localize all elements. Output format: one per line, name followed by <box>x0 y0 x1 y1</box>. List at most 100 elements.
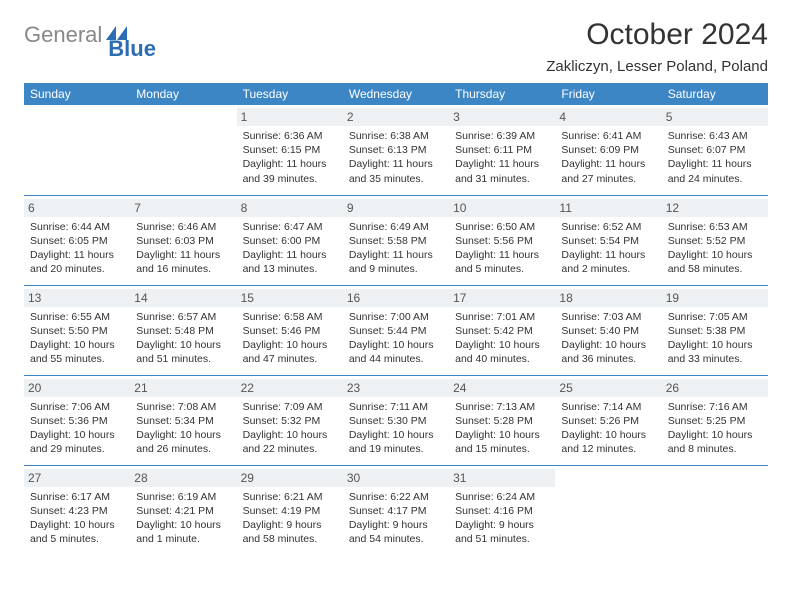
calendar-week-row: 20Sunrise: 7:06 AMSunset: 5:36 PMDayligh… <box>24 375 768 465</box>
daylight-line: Daylight: 11 hours and 9 minutes. <box>349 248 443 276</box>
sunset-line: Sunset: 4:19 PM <box>243 504 337 518</box>
sunset-line: Sunset: 5:58 PM <box>349 234 443 248</box>
sunset-line: Sunset: 6:05 PM <box>30 234 124 248</box>
sunrise-line: Sunrise: 7:13 AM <box>455 400 549 414</box>
calendar-cell: 28Sunrise: 6:19 AMSunset: 4:21 PMDayligh… <box>130 465 236 555</box>
day-number: 28 <box>130 469 236 487</box>
sunrise-line: Sunrise: 6:36 AM <box>243 129 337 143</box>
sunset-line: Sunset: 5:44 PM <box>349 324 443 338</box>
daylight-line: Daylight: 11 hours and 20 minutes. <box>30 248 124 276</box>
sunrise-line: Sunrise: 6:17 AM <box>30 490 124 504</box>
sunrise-line: Sunrise: 7:11 AM <box>349 400 443 414</box>
calendar-cell: 26Sunrise: 7:16 AMSunset: 5:25 PMDayligh… <box>662 375 768 465</box>
day-number: 10 <box>449 199 555 217</box>
header: General Blue October 2024 Zakliczyn, Les… <box>24 18 768 75</box>
calendar-cell: 10 Sunrise: 6:50 AMSunset: 5:56 PMDayligh… <box>449 195 555 285</box>
sunrise-line: Sunrise: 6:47 AM <box>243 220 337 234</box>
calendar-cell: 23Sunrise: 7:11 AMSunset: 5:30 PMDayligh… <box>343 375 449 465</box>
sunrise-line: Sunrise: 7:06 AM <box>30 400 124 414</box>
daylight-line: Daylight: 11 hours and 39 minutes. <box>243 157 337 185</box>
sunrise-line: Sunrise: 6:53 AM <box>668 220 762 234</box>
sunset-line: Sunset: 5:56 PM <box>455 234 549 248</box>
calendar-cell: 21Sunrise: 7:08 AMSunset: 5:34 PMDayligh… <box>130 375 236 465</box>
calendar-cell: 31Sunrise: 6:24 AMSunset: 4:16 PMDayligh… <box>449 465 555 555</box>
calendar-table: SundayMondayTuesdayWednesdayThursdayFrid… <box>24 83 768 555</box>
calendar-week-row: 13Sunrise: 6:55 AMSunset: 5:50 PMDayligh… <box>24 285 768 375</box>
sunrise-line: Sunrise: 7:16 AM <box>668 400 762 414</box>
sunrise-line: Sunrise: 6:43 AM <box>668 129 762 143</box>
sunrise-line: Sunrise: 7:08 AM <box>136 400 230 414</box>
day-of-week-header: Thursday <box>449 83 555 105</box>
daylight-line: Daylight: 11 hours and 24 minutes. <box>668 157 762 185</box>
calendar-cell: 27Sunrise: 6:17 AMSunset: 4:23 PMDayligh… <box>24 465 130 555</box>
day-number: 14 <box>130 289 236 307</box>
sunset-line: Sunset: 5:46 PM <box>243 324 337 338</box>
sunset-line: Sunset: 6:07 PM <box>668 143 762 157</box>
sunrise-line: Sunrise: 6:46 AM <box>136 220 230 234</box>
sunset-line: Sunset: 6:00 PM <box>243 234 337 248</box>
calendar-cell: 22Sunrise: 7:09 AMSunset: 5:32 PMDayligh… <box>237 375 343 465</box>
day-number: 9 <box>343 199 449 217</box>
sunrise-line: Sunrise: 7:00 AM <box>349 310 443 324</box>
day-number: 6 <box>24 199 130 217</box>
sunset-line: Sunset: 4:23 PM <box>30 504 124 518</box>
sunrise-line: Sunrise: 7:14 AM <box>561 400 655 414</box>
sunrise-line: Sunrise: 7:03 AM <box>561 310 655 324</box>
day-number: 20 <box>24 379 130 397</box>
sunset-line: Sunset: 6:03 PM <box>136 234 230 248</box>
sunset-line: Sunset: 5:42 PM <box>455 324 549 338</box>
logo-text-blue: Blue <box>108 36 156 62</box>
day-number: 19 <box>662 289 768 307</box>
calendar-cell <box>662 465 768 555</box>
day-number: 2 <box>343 108 449 126</box>
day-of-week-header: Wednesday <box>343 83 449 105</box>
sunrise-line: Sunrise: 6:49 AM <box>349 220 443 234</box>
day-number: 29 <box>237 469 343 487</box>
daylight-line: Daylight: 10 hours and 51 minutes. <box>136 338 230 366</box>
day-number: 27 <box>24 469 130 487</box>
calendar-cell: 19Sunrise: 7:05 AMSunset: 5:38 PMDayligh… <box>662 285 768 375</box>
sunset-line: Sunset: 6:15 PM <box>243 143 337 157</box>
calendar-header-row: SundayMondayTuesdayWednesdayThursdayFrid… <box>24 83 768 105</box>
day-number: 13 <box>24 289 130 307</box>
sunrise-line: Sunrise: 6:50 AM <box>455 220 549 234</box>
daylight-line: Daylight: 11 hours and 27 minutes. <box>561 157 655 185</box>
daylight-line: Daylight: 10 hours and 44 minutes. <box>349 338 443 366</box>
calendar-cell: 16Sunrise: 7:00 AMSunset: 5:44 PMDayligh… <box>343 285 449 375</box>
daylight-line: Daylight: 11 hours and 5 minutes. <box>455 248 549 276</box>
sunset-line: Sunset: 5:52 PM <box>668 234 762 248</box>
day-number: 18 <box>555 289 661 307</box>
logo: General Blue <box>24 22 178 48</box>
day-of-week-header: Tuesday <box>237 83 343 105</box>
day-number: 1 <box>237 108 343 126</box>
day-number: 25 <box>555 379 661 397</box>
sunset-line: Sunset: 5:40 PM <box>561 324 655 338</box>
calendar-cell: 5 Sunrise: 6:43 AMSunset: 6:07 PMDaylight… <box>662 105 768 195</box>
sunrise-line: Sunrise: 6:38 AM <box>349 129 443 143</box>
daylight-line: Daylight: 10 hours and 19 minutes. <box>349 428 443 456</box>
daylight-line: Daylight: 11 hours and 31 minutes. <box>455 157 549 185</box>
daylight-line: Daylight: 10 hours and 47 minutes. <box>243 338 337 366</box>
title-block: October 2024 Zakliczyn, Lesser Poland, P… <box>546 18 768 75</box>
calendar-body: 1Sunrise: 6:36 AMSunset: 6:15 PMDaylight… <box>24 105 768 555</box>
daylight-line: Daylight: 10 hours and 12 minutes. <box>561 428 655 456</box>
day-number: 15 <box>237 289 343 307</box>
calendar-cell: 6Sunrise: 6:44 AMSunset: 6:05 PMDaylight… <box>24 195 130 285</box>
calendar-cell: 17Sunrise: 7:01 AMSunset: 5:42 PMDayligh… <box>449 285 555 375</box>
daylight-line: Daylight: 10 hours and 58 minutes. <box>668 248 762 276</box>
sunrise-line: Sunrise: 6:55 AM <box>30 310 124 324</box>
calendar-cell: 2Sunrise: 6:38 AMSunset: 6:13 PMDaylight… <box>343 105 449 195</box>
sunset-line: Sunset: 4:21 PM <box>136 504 230 518</box>
logo-text-gray: General <box>24 22 102 48</box>
calendar-cell: 30Sunrise: 6:22 AMSunset: 4:17 PMDayligh… <box>343 465 449 555</box>
day-number: 24 <box>449 379 555 397</box>
daylight-line: Daylight: 10 hours and 26 minutes. <box>136 428 230 456</box>
day-number: 12 <box>662 199 768 217</box>
daylight-line: Daylight: 11 hours and 2 minutes. <box>561 248 655 276</box>
daylight-line: Daylight: 9 hours and 51 minutes. <box>455 518 549 546</box>
day-number: 8 <box>237 199 343 217</box>
day-number: 5 <box>662 108 768 126</box>
day-number: 3 <box>449 108 555 126</box>
calendar-cell: 25Sunrise: 7:14 AMSunset: 5:26 PMDayligh… <box>555 375 661 465</box>
sunset-line: Sunset: 6:11 PM <box>455 143 549 157</box>
